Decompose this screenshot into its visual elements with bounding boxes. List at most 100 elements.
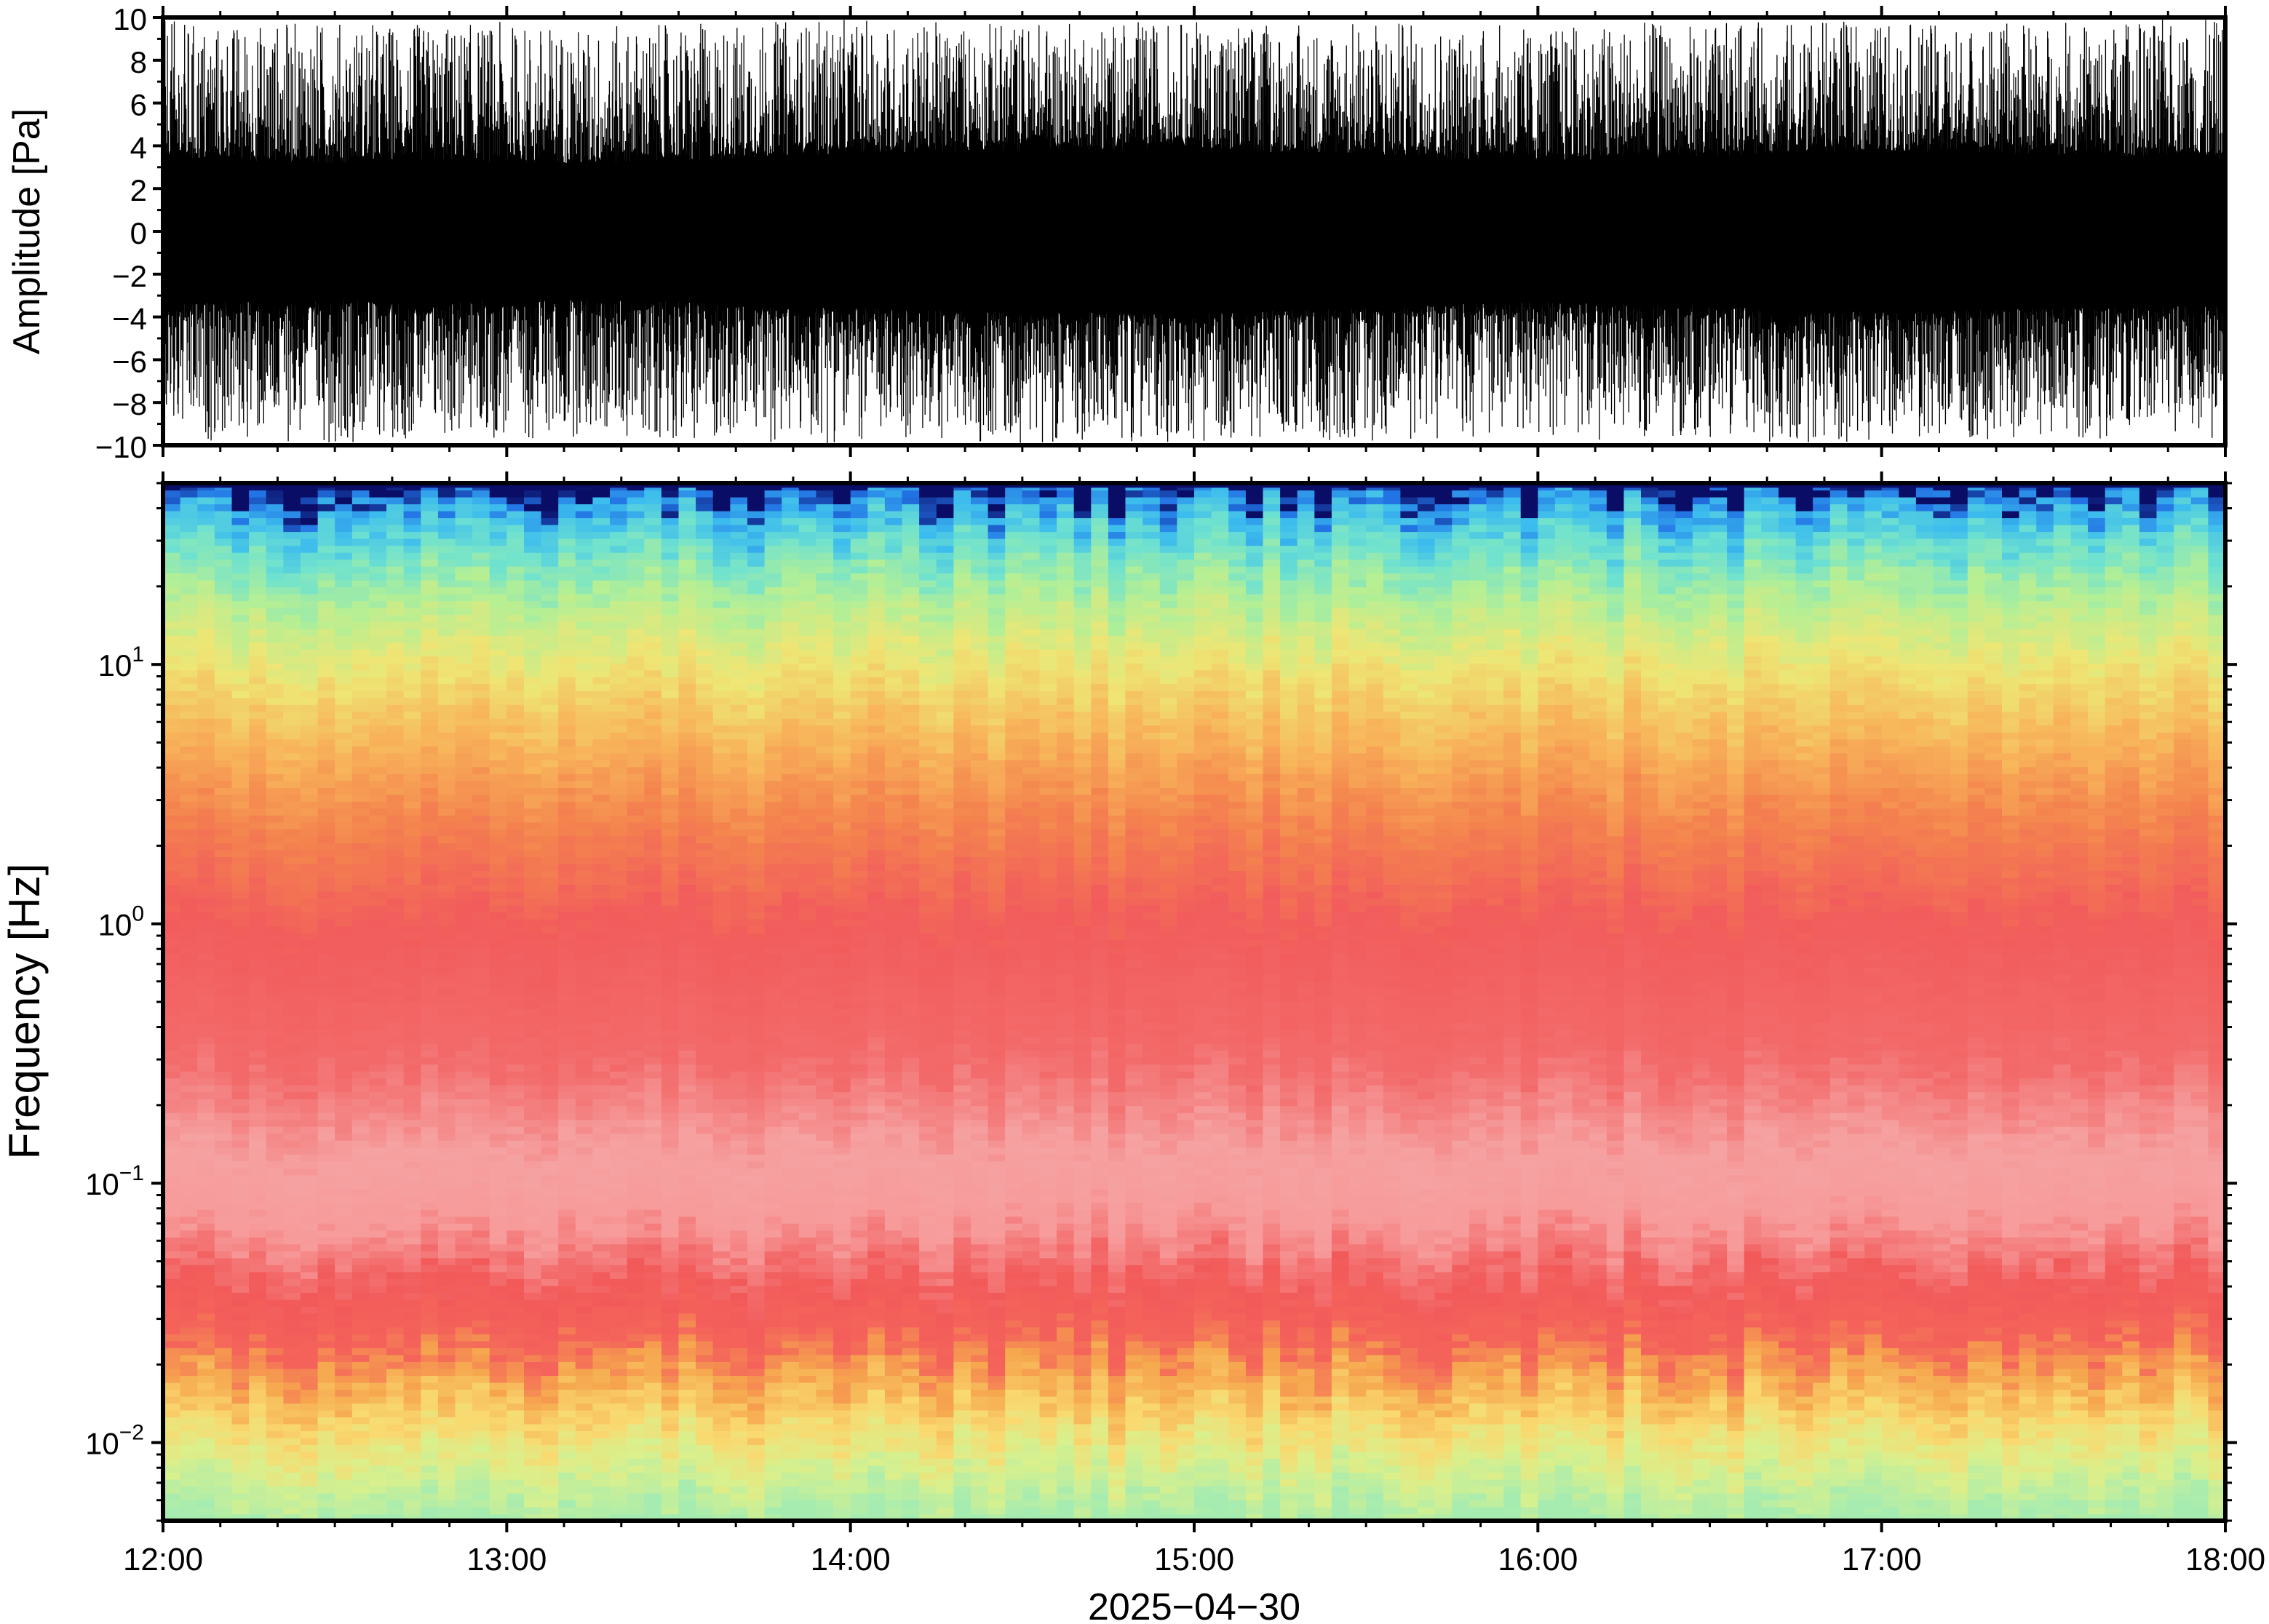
spectrogram-cell bbox=[472, 1174, 490, 1182]
spectrogram-cell bbox=[214, 739, 233, 747]
spectrogram-cell bbox=[163, 904, 181, 912]
spectrogram-cell bbox=[506, 904, 525, 912]
spectrogram-cell bbox=[558, 1202, 576, 1210]
spectrogram-cell bbox=[214, 1126, 233, 1134]
spectrogram-cell bbox=[197, 663, 215, 671]
spectrogram-cell bbox=[678, 1022, 696, 1030]
spectrogram-cell bbox=[351, 1265, 370, 1273]
spectrogram-cell bbox=[489, 663, 507, 671]
spectrogram-cell bbox=[592, 663, 611, 671]
spectrogram-cell bbox=[489, 1078, 507, 1086]
spectrogram-cell bbox=[351, 1147, 370, 1155]
spectrogram-cell bbox=[678, 628, 696, 636]
spectrogram-cell bbox=[524, 1036, 542, 1044]
spectrogram-cell bbox=[575, 1099, 593, 1107]
spectrogram-cell bbox=[369, 1507, 387, 1515]
spectrogram-cell bbox=[249, 1071, 267, 1079]
spectrogram-cell bbox=[421, 1257, 439, 1265]
spectrogram-cell bbox=[351, 766, 370, 774]
spectrogram-cell bbox=[506, 1257, 525, 1265]
spectrogram-cell bbox=[163, 877, 181, 885]
spectrogram-cell bbox=[592, 843, 611, 851]
spectrogram-cell bbox=[351, 739, 370, 747]
spectrogram-cell bbox=[506, 1099, 525, 1107]
spectrogram-cell bbox=[249, 780, 267, 788]
spectrogram-cell bbox=[351, 490, 370, 498]
spectrogram-cell bbox=[163, 1243, 181, 1251]
spectrogram-cell bbox=[678, 531, 696, 539]
spectrogram-cell bbox=[489, 1326, 507, 1334]
spectrogram-cell bbox=[180, 1036, 198, 1044]
spectrogram-cell bbox=[696, 1126, 714, 1134]
spectrogram-cell bbox=[506, 1313, 525, 1321]
spectrogram-cell bbox=[421, 918, 439, 926]
spectrogram-cell bbox=[592, 1334, 611, 1342]
spectrogram-cell bbox=[558, 995, 576, 1003]
spectrogram-cell bbox=[386, 1430, 405, 1438]
spectrogram-cell bbox=[197, 1154, 215, 1162]
spectrogram-cell bbox=[421, 525, 439, 533]
spectrogram-cell bbox=[678, 794, 696, 802]
spectrogram-cell bbox=[592, 1375, 611, 1383]
spectrogram-cell bbox=[421, 953, 439, 961]
spectrogram-cell bbox=[335, 511, 353, 519]
spectrogram-cell bbox=[592, 1099, 611, 1107]
spectrogram-cell bbox=[558, 1223, 576, 1231]
spectrogram-cell bbox=[644, 1340, 662, 1348]
spectrogram-cell bbox=[197, 1243, 215, 1251]
spectrogram-cell bbox=[489, 1334, 507, 1342]
spectrogram-cell bbox=[592, 821, 611, 829]
spectrogram-cell bbox=[163, 1493, 181, 1501]
spectrogram-cell bbox=[351, 573, 370, 581]
spectrogram-cell bbox=[506, 490, 525, 498]
spectrogram-cell bbox=[231, 843, 250, 851]
spectrogram-cell bbox=[558, 1188, 576, 1196]
spectrogram-cell bbox=[455, 1182, 473, 1190]
spectrogram-cell bbox=[455, 1493, 473, 1501]
spectrogram-cell bbox=[266, 628, 284, 636]
spectrogram-cell bbox=[351, 1057, 370, 1065]
spectrogram-cell bbox=[266, 1396, 284, 1404]
spectrogram-cell bbox=[437, 829, 456, 837]
spectrogram-cell bbox=[197, 656, 215, 664]
spectrogram-cell bbox=[386, 932, 405, 940]
spectrogram-cell bbox=[558, 1016, 576, 1024]
spectrogram-cell bbox=[300, 1299, 319, 1307]
spectrogram-cell bbox=[541, 586, 559, 594]
spectrogram-cell bbox=[455, 718, 473, 726]
spectrogram-cell bbox=[575, 760, 593, 768]
spectrogram-cell bbox=[283, 1105, 301, 1113]
spectrogram-cell bbox=[575, 1513, 593, 1521]
spectrogram-cell bbox=[266, 1030, 284, 1038]
spectrogram-cell bbox=[489, 1091, 507, 1099]
spectrogram-cell bbox=[644, 1057, 662, 1065]
spectrogram-cell bbox=[317, 711, 335, 719]
spectrogram-cell bbox=[386, 1154, 405, 1162]
spectrogram-cell bbox=[661, 1078, 680, 1086]
spectrogram-cell bbox=[678, 704, 696, 712]
spectrogram-cell bbox=[369, 946, 387, 954]
spectrogram-cell bbox=[283, 995, 301, 1003]
spectrogram-cell bbox=[437, 801, 456, 809]
spectrogram-cell bbox=[678, 1430, 696, 1438]
spectrogram-cell bbox=[472, 1423, 490, 1431]
spectrogram-cell bbox=[335, 1223, 353, 1231]
spectrogram-cell bbox=[351, 1050, 370, 1058]
spectrogram-cell bbox=[661, 677, 680, 685]
spectrogram-cell bbox=[696, 808, 714, 816]
spectrogram-cell bbox=[661, 821, 680, 829]
spectrogram-cell bbox=[489, 1306, 507, 1314]
spectrogram-cell bbox=[283, 1271, 301, 1279]
spectrogram-cell bbox=[472, 863, 490, 871]
spectrogram-cell bbox=[489, 760, 507, 768]
spectrogram-cell bbox=[335, 538, 353, 546]
spectrogram-cell bbox=[335, 1174, 353, 1182]
spectrogram-cell bbox=[163, 1451, 181, 1459]
spectrogram-cell bbox=[421, 531, 439, 539]
spectrogram-cell bbox=[386, 801, 405, 809]
spectrogram-cell bbox=[317, 1409, 335, 1417]
spectrogram-cell bbox=[403, 1016, 421, 1024]
spectrogram-cell bbox=[386, 1188, 405, 1196]
spectrogram-cell bbox=[300, 1126, 319, 1134]
spectrogram-cell bbox=[266, 586, 284, 594]
